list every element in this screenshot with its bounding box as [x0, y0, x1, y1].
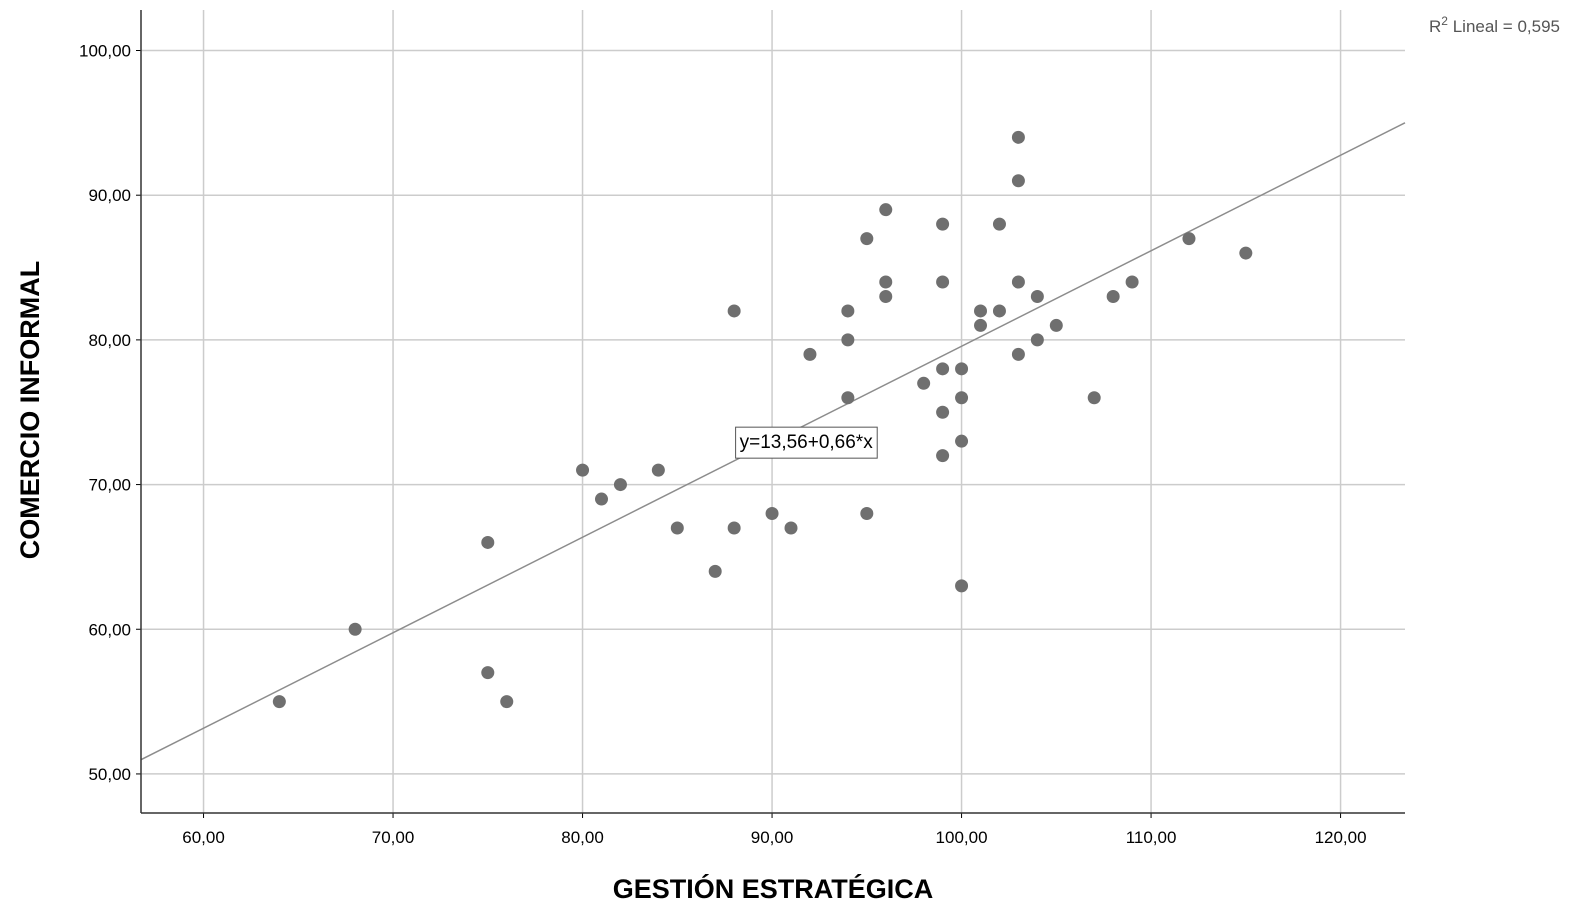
- data-point: [1125, 275, 1139, 289]
- data-point: [1030, 333, 1044, 347]
- data-point: [955, 362, 969, 376]
- y-tick-label: 100,00: [79, 42, 131, 61]
- x-tick-label: 100,00: [936, 828, 988, 847]
- y-tick-label: 90,00: [88, 186, 131, 205]
- data-point: [500, 695, 514, 709]
- data-point: [879, 275, 893, 289]
- data-point: [1106, 289, 1120, 303]
- x-tick-label: 60,00: [182, 828, 225, 847]
- r-squared-suffix: Lineal = 0,595: [1448, 17, 1560, 36]
- y-tick-label: 70,00: [88, 476, 131, 495]
- data-point: [481, 535, 495, 549]
- y-tick-label: 60,00: [88, 620, 131, 639]
- tick-labels: 60,00 70,00 80,00 90,00 100,00 110,00 120,00 50…: [79, 42, 1367, 847]
- data-point: [594, 492, 608, 506]
- data-point: [841, 391, 855, 405]
- x-tick-label: 110,00: [1126, 828, 1177, 847]
- axes: [136, 10, 1405, 818]
- data-point: [670, 521, 684, 535]
- data-point: [708, 564, 722, 578]
- y-tick-label: 80,00: [88, 331, 131, 350]
- data-points: [272, 130, 1253, 709]
- data-point: [955, 579, 969, 593]
- data-point: [917, 376, 931, 390]
- equation-box: [735, 426, 878, 459]
- data-point: [1239, 246, 1253, 260]
- data-point: [936, 275, 950, 289]
- data-point: [803, 347, 817, 361]
- equation-label: y=13,56+0,66*x: [740, 432, 874, 453]
- data-point: [613, 478, 627, 492]
- data-point: [860, 232, 874, 246]
- r-squared-label: R2 Lineal = 0,595: [1429, 14, 1560, 36]
- data-point: [348, 622, 362, 636]
- data-point: [1030, 289, 1044, 303]
- data-point: [1182, 232, 1196, 246]
- data-point: [1087, 391, 1101, 405]
- data-point: [765, 507, 779, 521]
- data-point: [272, 695, 286, 709]
- data-point: [651, 463, 665, 477]
- data-point: [936, 449, 950, 463]
- x-axis-title: GESTIÓN ESTRATÉGICA: [613, 873, 934, 904]
- data-point: [936, 405, 950, 419]
- data-point: [1011, 275, 1025, 289]
- data-point: [727, 521, 741, 535]
- data-point: [576, 463, 590, 477]
- data-point: [974, 304, 988, 318]
- data-point: [481, 666, 495, 680]
- data-point: [860, 507, 874, 521]
- data-point: [1011, 174, 1025, 188]
- data-point: [936, 217, 950, 231]
- r-squared-prefix: R: [1429, 17, 1441, 36]
- x-tick-label: 120,00: [1315, 828, 1367, 847]
- data-point: [955, 434, 969, 448]
- data-point: [974, 318, 988, 332]
- data-point: [1011, 347, 1025, 361]
- gridlines: [141, 10, 1405, 813]
- data-point: [727, 304, 741, 318]
- x-tick-label: 80,00: [561, 828, 604, 847]
- y-tick-label: 50,00: [88, 765, 131, 784]
- data-point: [1011, 130, 1025, 144]
- data-point: [992, 304, 1006, 318]
- r-squared-superscript: 2: [1441, 14, 1448, 28]
- data-point: [841, 333, 855, 347]
- y-axis-title: COMERCIO INFORMAL: [15, 261, 45, 559]
- data-point: [879, 289, 893, 303]
- data-point: [955, 391, 969, 405]
- data-point: [879, 203, 893, 217]
- data-point: [784, 521, 798, 535]
- data-point: [1049, 318, 1063, 332]
- x-tick-label: 70,00: [372, 828, 415, 847]
- x-tick-label: 90,00: [751, 828, 794, 847]
- equation-annotation: y=13,56+0,66*x: [735, 426, 878, 459]
- data-point: [841, 304, 855, 318]
- data-point: [936, 362, 950, 376]
- data-point: [992, 217, 1006, 231]
